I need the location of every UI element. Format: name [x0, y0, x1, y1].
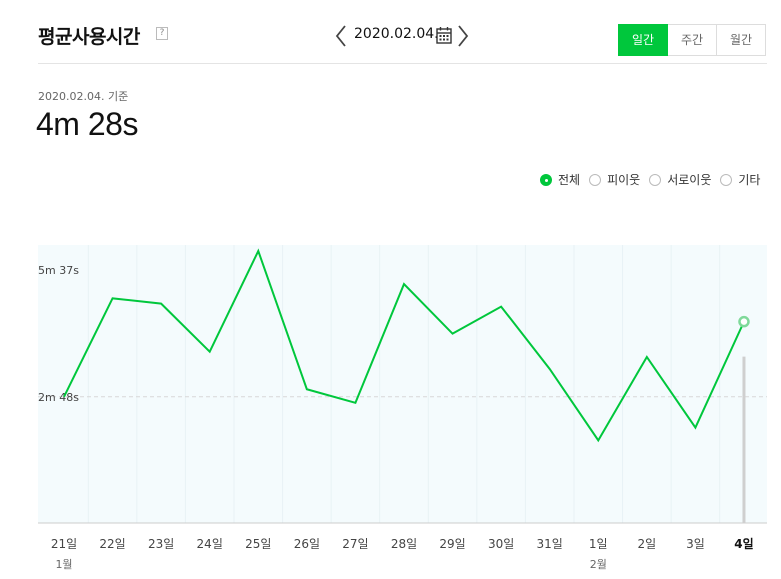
data-point	[738, 315, 750, 328]
period-monthly-button[interactable]: 월간	[716, 24, 766, 56]
header-divider	[38, 63, 767, 64]
plot-area	[38, 245, 767, 523]
radio-icon	[589, 173, 602, 186]
x-tick-label: 27일	[342, 537, 368, 551]
calendar-icon[interactable]	[436, 26, 452, 44]
filter-other[interactable]: 기타	[720, 171, 760, 188]
filter-all[interactable]: 전체	[540, 171, 580, 188]
x-tick-label: 30일	[488, 537, 514, 551]
filter-neighbors[interactable]: 피이웃	[589, 171, 640, 188]
radio-icon	[720, 173, 733, 186]
current-date: 2020.02.04.	[354, 26, 439, 42]
basis-date: 2020.02.04. 기준	[38, 90, 129, 103]
period-toggle: 일간 주간 월간	[618, 24, 766, 56]
x-tick-label: 21일	[51, 537, 77, 551]
header: 평균사용시간 ? 2020.02.04. 일간 주간 월간	[0, 0, 781, 64]
filter-label: 전체	[558, 173, 581, 187]
x-tick-label: 1일	[589, 537, 608, 551]
x-tick-label: 31일	[537, 537, 563, 551]
x-tick-label: 4일	[734, 537, 753, 551]
x-tick-label: 26일	[294, 537, 320, 551]
series-line	[63, 248, 745, 443]
radio-icon	[540, 173, 552, 186]
chevron-left-icon[interactable]	[334, 24, 348, 48]
filter-label: 피이웃	[607, 173, 641, 187]
x-tick-label: 25일	[245, 537, 271, 551]
filter-mutual-neighbors[interactable]: 서로이웃	[649, 171, 711, 188]
period-weekly-button[interactable]: 주간	[667, 24, 717, 56]
month-label: 2월	[590, 558, 607, 571]
x-tick-label: 23일	[148, 537, 174, 551]
x-tick-label: 24일	[197, 537, 223, 551]
x-tick-label: 2일	[637, 537, 656, 551]
month-label: 1월	[55, 558, 72, 571]
help-icon[interactable]: ?	[156, 27, 168, 40]
y-tick-label: 2m 48s	[38, 391, 79, 404]
page-title: 평균사용시간	[38, 26, 140, 48]
x-tick-label: 28일	[391, 537, 417, 551]
radio-icon	[649, 173, 662, 186]
filter-label: 기타	[738, 173, 761, 187]
x-tick-label: 22일	[99, 537, 125, 551]
period-daily-button[interactable]: 일간	[618, 24, 668, 56]
average-usage-time: 4m 28s	[36, 106, 138, 142]
filter-label: 서로이웃	[667, 173, 712, 187]
x-tick-label: 29일	[439, 537, 465, 551]
usage-line-chart: 2m 48s 5m 37s 21일 22일 23일 24일 25일 26일 27일 28일 29일 3…	[38, 245, 767, 571]
x-tick-label: 3일	[686, 537, 705, 551]
y-tick-label: 5m 37s	[38, 264, 79, 277]
series-filter: 전체 피이웃 서로이웃 기타	[540, 171, 769, 188]
chevron-right-icon[interactable]	[456, 24, 470, 48]
